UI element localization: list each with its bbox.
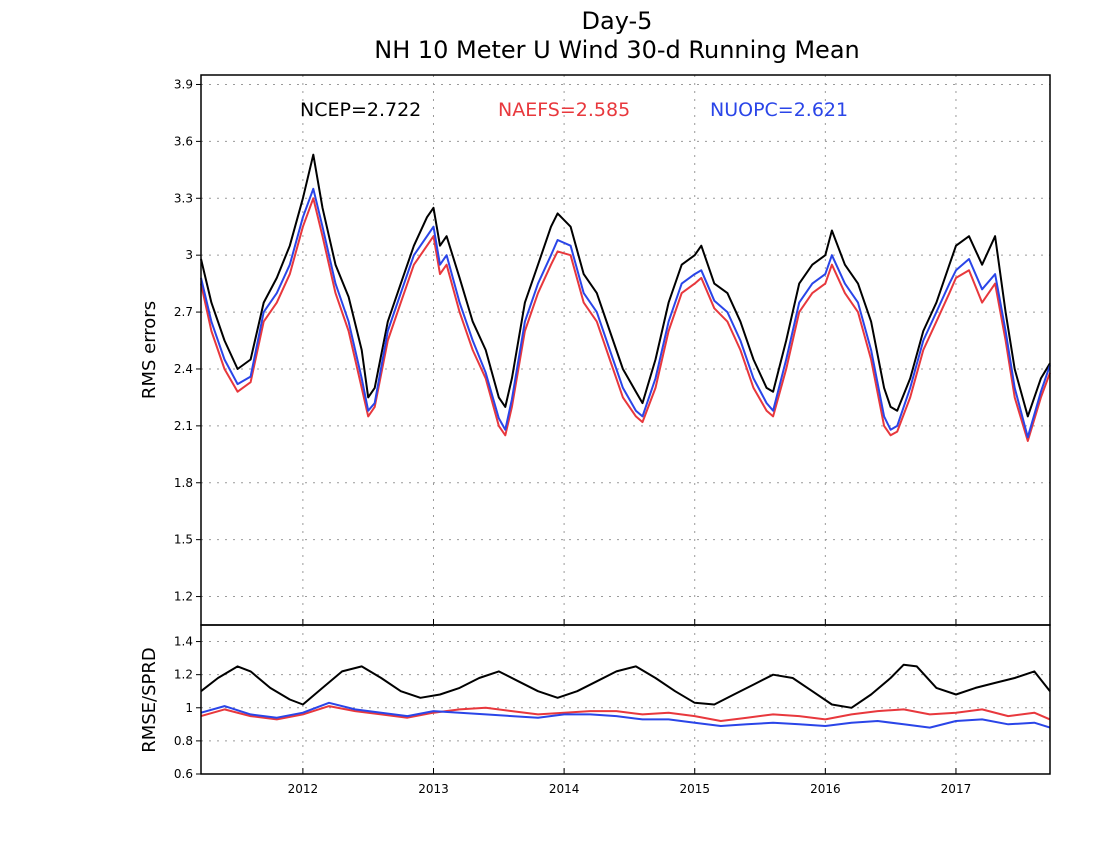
bot-y-tick-label: 0.6 (174, 767, 193, 781)
bot-x-tick-label: 2015 (679, 782, 710, 796)
bot-x-tick-label: 2013 (418, 782, 449, 796)
bot-y-tick-label: 0.8 (174, 734, 193, 748)
bottom-panel-frame (200, 624, 1051, 775)
bot-series-ncep (200, 663, 1051, 709)
top-y-tick-label: 2.7 (174, 305, 193, 319)
top-y-tick-label: 3.3 (174, 191, 193, 205)
chart-subtitle: NH 10 Meter U Wind 30-d Running Mean (374, 36, 860, 64)
bottom-panel-ticks: 0.6 0.8 1 1.2 1.4 2012 2013 2014 2015 2016 2017 (174, 635, 971, 796)
legend-entry-naefs: NAEFS=2.585 (498, 99, 630, 121)
top-y-tick-label: 3.6 (174, 134, 193, 148)
top-panel-grid (201, 75, 1050, 625)
top-y-tick-label: 3.9 (174, 77, 193, 91)
bot-x-tick-label: 2016 (810, 782, 841, 796)
top-panel-series (200, 153, 1051, 442)
top-series-naefs (200, 197, 1051, 442)
top-y-tick-label: 2.1 (174, 419, 193, 433)
top-y-tick-label: 1.2 (174, 590, 193, 604)
bot-x-tick-label: 2012 (288, 782, 319, 796)
bot-x-tick-label: 2014 (549, 782, 580, 796)
bot-series-naefs (200, 705, 1051, 722)
bottom-panel-grid (201, 625, 1050, 775)
top-y-axis-label: RMS errors (139, 301, 160, 399)
top-y-tick-label: 3 (185, 248, 193, 262)
bot-y-tick-label: 1.2 (174, 668, 193, 682)
legend-entry-nuopc: NUOPC=2.621 (710, 99, 848, 121)
bottom-y-axis-label: RMSE/SPRD (139, 647, 160, 753)
chart-title: Day-5 (582, 7, 653, 35)
bot-y-tick-label: 1.4 (174, 635, 193, 649)
top-y-tick-label: 1.5 (174, 533, 193, 547)
top-panel-ticks: 1.2 1.5 1.8 2.1 2.4 2.7 3 3.3 3.6 3.9 (174, 77, 957, 625)
top-series-nuopc (200, 187, 1051, 439)
top-y-tick-label: 1.8 (174, 476, 193, 490)
top-series-ncep (200, 153, 1051, 418)
chart-legend: NCEP=2.722 NAEFS=2.585 NUOPC=2.621 (300, 99, 848, 121)
bot-x-tick-label: 2017 (941, 782, 972, 796)
bot-series-nuopc (200, 701, 1051, 729)
legend-entry-ncep: NCEP=2.722 (300, 99, 421, 121)
bot-y-tick-label: 1 (185, 701, 193, 715)
bottom-panel-series (200, 663, 1051, 729)
top-y-tick-label: 2.4 (174, 362, 193, 376)
